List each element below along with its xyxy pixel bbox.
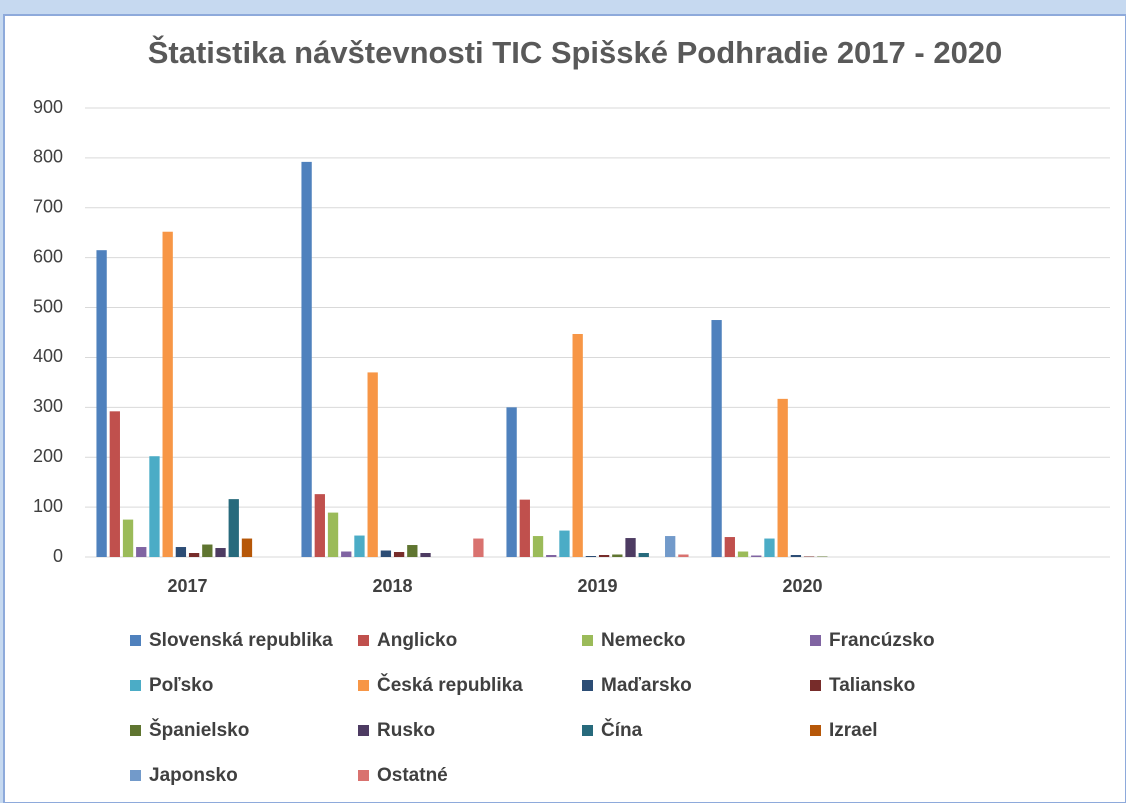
bar	[546, 555, 557, 557]
bar	[625, 538, 636, 557]
bar	[559, 530, 570, 557]
bar	[777, 398, 788, 557]
legend-label: Rusko	[377, 720, 435, 741]
legend-swatch	[358, 680, 369, 691]
legend-swatch	[810, 725, 821, 736]
x-tick-label: 2018	[372, 576, 412, 596]
bar	[109, 411, 120, 557]
legend-swatch	[358, 725, 369, 736]
bar	[638, 553, 649, 557]
bar	[737, 551, 749, 557]
bar	[301, 161, 312, 557]
y-tick-label: 200	[33, 446, 63, 466]
legend-label: Španielsko	[149, 719, 249, 741]
legend-label: Slovenská republika	[149, 630, 333, 651]
bar	[612, 554, 623, 557]
y-tick-label: 0	[53, 546, 63, 566]
legend-label: Česká republika	[377, 674, 523, 696]
legend-label: Izrael	[829, 720, 878, 741]
legend-swatch	[810, 635, 821, 646]
bar	[136, 547, 147, 557]
chart-area	[3, 14, 1126, 803]
bar	[341, 551, 352, 557]
legend-label: Čína	[601, 719, 643, 741]
bar	[327, 512, 339, 557]
bar	[354, 535, 365, 557]
legend-label: Poľsko	[149, 675, 213, 696]
bar	[96, 250, 107, 557]
legend-swatch	[130, 635, 141, 646]
bar	[420, 553, 431, 557]
y-tick-label: 800	[33, 147, 63, 167]
y-tick-label: 900	[33, 97, 63, 117]
y-tick-label: 700	[33, 197, 63, 217]
bar	[711, 320, 722, 557]
bar	[506, 407, 517, 557]
bar	[572, 333, 583, 557]
bar	[175, 547, 187, 557]
legend-label: Nemecko	[601, 630, 686, 651]
bar	[678, 554, 689, 557]
legend-label: Ostatné	[377, 765, 448, 786]
bar	[393, 552, 405, 557]
legend-swatch	[582, 635, 593, 646]
legend-swatch	[358, 635, 369, 646]
bar	[724, 537, 735, 557]
bar	[228, 499, 239, 557]
bar	[790, 555, 802, 557]
chart-title: Štatistika návštevnosti TIC Spišské Podh…	[148, 34, 1003, 70]
bar	[241, 538, 253, 557]
y-tick-label: 600	[33, 246, 63, 266]
bar	[188, 553, 200, 557]
bar	[380, 550, 392, 557]
bar	[314, 494, 325, 557]
bar	[162, 231, 173, 558]
bar	[598, 555, 610, 557]
bar	[519, 499, 530, 557]
bar	[532, 536, 544, 557]
legend-swatch	[130, 770, 141, 781]
bar	[407, 545, 418, 557]
x-tick-label: 2017	[167, 576, 207, 596]
bar	[473, 538, 484, 557]
y-tick-label: 400	[33, 346, 63, 366]
legend-swatch	[582, 680, 593, 691]
y-tick-label: 300	[33, 396, 63, 416]
y-tick-label: 500	[33, 296, 63, 316]
legend-label: Taliansko	[829, 675, 915, 696]
x-tick-label: 2019	[577, 576, 617, 596]
x-tick-label: 2020	[782, 576, 822, 596]
bar	[202, 544, 213, 557]
legend-label: Japonsko	[149, 765, 238, 786]
legend-swatch	[810, 680, 821, 691]
bar	[367, 372, 378, 557]
legend-label: Anglicko	[377, 630, 457, 651]
bar	[764, 538, 775, 557]
legend-swatch	[358, 770, 369, 781]
legend-swatch	[130, 680, 141, 691]
legend-swatch	[130, 725, 141, 736]
bar	[665, 536, 676, 557]
bar	[215, 548, 226, 557]
legend-label: Francúzsko	[829, 630, 935, 651]
bar	[751, 555, 762, 557]
bar	[149, 456, 160, 557]
bar	[585, 556, 597, 557]
bar	[122, 519, 134, 557]
legend-label: Maďarsko	[601, 675, 692, 696]
legend-swatch	[582, 725, 593, 736]
y-tick-label: 100	[33, 496, 63, 516]
